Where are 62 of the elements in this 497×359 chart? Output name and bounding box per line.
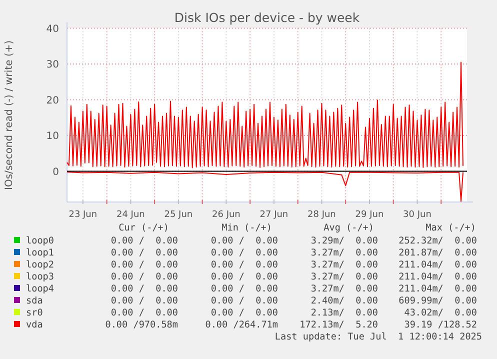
text: 0.00 / 0.00 [110,247,178,258]
text: Avg (-/+) [324,222,374,234]
x-tick-label: 28 Jun [308,210,336,220]
text: 0.00 / 0.00 [110,307,178,318]
y-tick-label: 0 [52,166,59,178]
text: 0.00 / 0.00 [210,295,278,306]
x-tick-label: 25 Jun [164,210,193,220]
text: 39.19 /128.52 [404,319,477,330]
text: Cur (-/+) [118,222,169,234]
y-tick-label: 10 [46,131,59,142]
y-tick-label: 30 [46,60,59,71]
legend-label: loop3 [26,271,54,282]
legend-label: loop0 [26,235,54,246]
text: 2.40m/ 0.00 [310,295,378,306]
legend-label: loop1 [26,247,54,258]
text: 3.27m/ 0.00 [310,259,378,270]
text: Min (-/+) [222,222,272,234]
text: 172.13m/ 5.20 [300,319,378,330]
x-tick-label: 30 Jun [403,210,432,220]
text: 211.04m/ 0.00 [398,259,477,270]
text: 0.00 / 0.00 [210,271,278,282]
text: 0.00 / 0.00 [110,283,178,294]
text: Max (-/+) [426,222,476,234]
text: Last update: Tue Jul 1 12:00:14 2025 [274,331,482,342]
legend-label: loop2 [26,259,54,270]
text: 0.00 / 0.00 [210,307,278,318]
x-tick-label: 29 Jun [355,210,384,220]
text: 3.27m/ 0.00 [310,247,378,258]
text: 0.00 / 0.00 [110,259,178,270]
text: 2.13m/ 0.00 [310,307,378,318]
line-series [66,171,464,202]
x-tick-label: 23 Jun [68,210,98,220]
text: 609.99m/ 0.00 [398,295,477,306]
chart-title: Disk IOs per device - by week [174,10,360,25]
text: 0.00 / 0.00 [110,235,178,246]
x-tick-label: 26 Jun [212,210,240,220]
text: 0.00 /970.58m [105,319,178,330]
text: 0.00 / 0.00 [210,247,278,258]
text: 0.00 / 0.00 [110,271,178,282]
text: 211.04m/ 0.00 [398,283,477,294]
text: 0.00 / 0.00 [210,283,278,294]
text: 252.32m/ 0.00 [398,235,477,246]
y-tick-label: 20 [46,95,59,106]
x-tick-label: 24 Jun [116,210,145,220]
line-series [66,62,464,168]
text: 0.00 / 0.00 [210,259,278,270]
text: 43.02m/ 0.00 [404,307,477,318]
text: 0.00 / 0.00 [110,295,178,306]
y-axis-title: IOs/second read (-) / write (+) [4,40,15,190]
text: 3.27m/ 0.00 [310,283,378,294]
text: 3.29m/ 0.00 [310,235,378,246]
text: 201.87m/ 0.00 [398,247,477,258]
legend-label: sda [26,295,43,306]
y-tick-label: 40 [46,24,59,35]
text: 0.00 /264.71m [205,319,278,330]
x-tick-label: 27 Jun [260,210,288,220]
text: 0.00 / 0.00 [210,235,278,246]
text: 211.04m/ 0.00 [398,271,477,282]
legend-label: vda [26,319,43,330]
legend-label: loop4 [26,283,54,294]
legend-label: sr0 [26,307,43,318]
text: 3.27m/ 0.00 [310,271,378,282]
